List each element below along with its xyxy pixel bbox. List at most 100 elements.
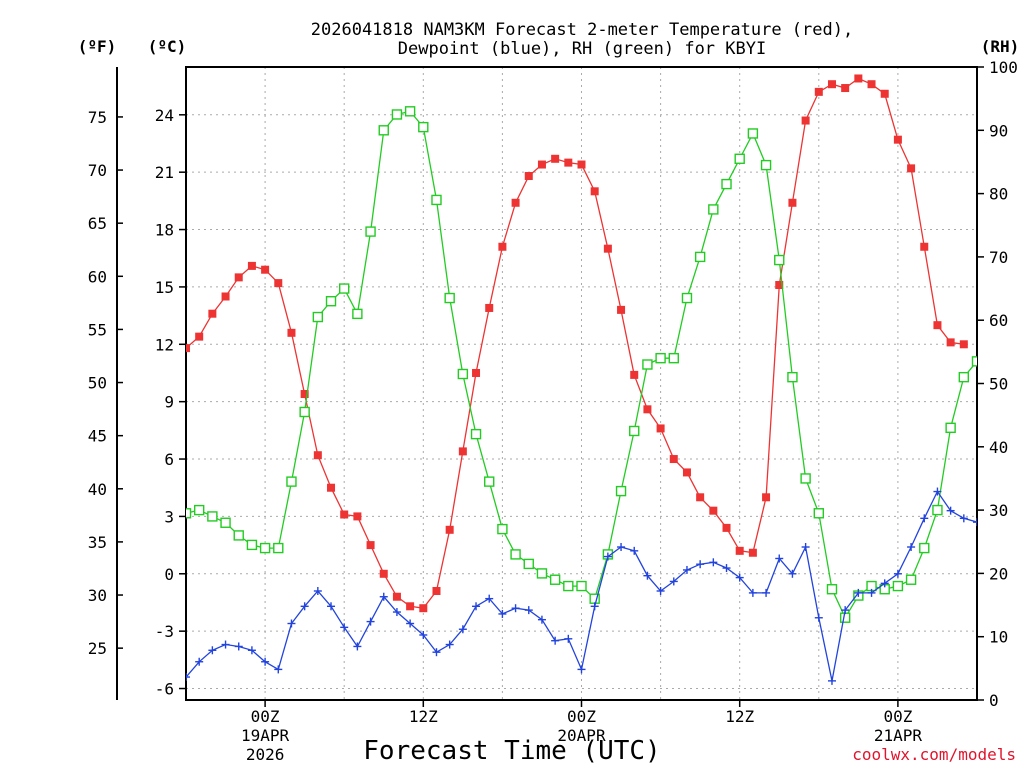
dewpoint-point: [814, 613, 823, 622]
fahrenheit-tick-label: 65: [88, 214, 107, 233]
rh-point: [774, 254, 785, 266]
temperature-point: [920, 242, 929, 251]
rh-point: [813, 508, 824, 519]
temperature-point: [722, 523, 731, 532]
rh-point: [418, 121, 429, 133]
series-line: [186, 110, 977, 620]
rh-point: [246, 539, 258, 551]
rh-point: [642, 359, 653, 370]
dewpoint-point: [854, 588, 863, 597]
dewpoint-point: [353, 642, 362, 651]
dewpoint-point: [445, 640, 454, 649]
rh-point: [986, 363, 995, 372]
temperature-point: [313, 451, 322, 460]
temperature-point: [498, 242, 507, 251]
rh-point: [563, 580, 574, 592]
dewpoint-point: [327, 602, 336, 611]
rh-point: [919, 542, 930, 554]
temperature-point: [208, 309, 217, 318]
credit-link[interactable]: coolwx.com/models: [852, 745, 1016, 764]
fahrenheit-tick-label: 45: [88, 427, 107, 446]
time-tick-label: 12Z: [725, 707, 754, 726]
dewpoint-point: [788, 569, 797, 578]
rh-point: [510, 549, 521, 560]
fahrenheit-tick-label: 30: [88, 586, 107, 605]
dewpoint-point: [933, 487, 942, 496]
fahrenheit-unit-label: (ºF): [78, 37, 117, 56]
rh-unit-label: (RH): [981, 37, 1020, 56]
rh-point: [826, 584, 838, 595]
rh-point: [220, 517, 231, 528]
temperature-point: [959, 340, 968, 349]
dewpoint-point: [867, 588, 876, 597]
time-tick-label: 12Z: [409, 707, 438, 726]
rh-point: [207, 511, 218, 522]
temperature-point: [195, 332, 204, 341]
temperature-point: [353, 512, 362, 521]
rh-point: [945, 422, 956, 434]
temperature-point: [221, 292, 230, 301]
rh-point: [233, 530, 244, 541]
temperature-point: [788, 198, 797, 207]
time-tick-date: 20APR: [557, 726, 606, 745]
temperature-point: [827, 80, 836, 89]
temperature-point: [472, 368, 481, 377]
rh-point: [536, 568, 548, 579]
temperature-point: [287, 328, 296, 337]
dewpoint-point: [551, 636, 560, 645]
rh-point: [391, 109, 403, 120]
celsius-tick-label: -6: [155, 680, 174, 699]
rh-point: [668, 352, 679, 364]
temperature-point: [893, 135, 902, 144]
dewpoint-point: [959, 514, 968, 523]
dewpoint-point: [801, 543, 810, 552]
temperature-point: [867, 80, 876, 89]
rh-point: [404, 106, 416, 117]
celsius-tick-label: 6: [164, 450, 174, 469]
celsius-unit-label: (ºC): [148, 37, 187, 56]
temperature-point: [590, 187, 599, 196]
time-tick-date: 21APR: [874, 726, 923, 745]
temperature-point: [366, 541, 375, 550]
rh-point: [576, 580, 587, 592]
temperature-point: [247, 261, 256, 270]
celsius-tick-label: -3: [155, 622, 174, 641]
dewpoint-point: [472, 602, 481, 611]
dewpoint-point: [920, 514, 929, 523]
time-tick-label: 00Z: [251, 707, 280, 726]
rh-point: [431, 194, 442, 206]
rh-tick-label: 30: [989, 501, 1008, 520]
rh-tick-label: 50: [989, 375, 1008, 394]
temperature-point: [234, 273, 243, 282]
fahrenheit-tick-label: 35: [88, 533, 107, 552]
dewpoint-point: [392, 608, 401, 617]
dewpoint-point: [458, 625, 467, 634]
dewpoint-point: [261, 657, 270, 666]
dewpoint-point: [722, 564, 731, 573]
rh-tick-label: 0: [989, 691, 999, 710]
dewpoint-point: [221, 640, 230, 649]
temperature-point: [327, 483, 336, 492]
dewpoint-point: [340, 623, 349, 632]
temperature-point: [537, 160, 546, 169]
dewpoint-point: [907, 543, 916, 552]
rh-point: [971, 356, 977, 367]
temperature-point: [485, 303, 494, 312]
dewpoint-point: [590, 602, 599, 611]
chart-title-line-1: 2026041818 NAM3KM Forecast 2-meter Tempe…: [311, 20, 853, 40]
dewpoint-point: [287, 619, 296, 628]
dewpoint-point: [274, 665, 283, 674]
temperature-point: [392, 592, 401, 601]
temperature-point: [379, 569, 388, 578]
celsius-tick-label: 18: [155, 221, 174, 240]
temperature-point: [762, 493, 771, 502]
rh-tick-label: 10: [989, 628, 1008, 647]
dewpoint-point: [643, 571, 652, 580]
dewpoint-point: [762, 588, 771, 597]
dewpoint-point: [669, 577, 678, 586]
dewpoint-point: [366, 617, 375, 626]
dewpoint-point: [880, 579, 889, 588]
dewpoint-point: [748, 588, 757, 597]
dewpoint-point: [537, 615, 546, 624]
series-dewpoint: [186, 487, 977, 685]
